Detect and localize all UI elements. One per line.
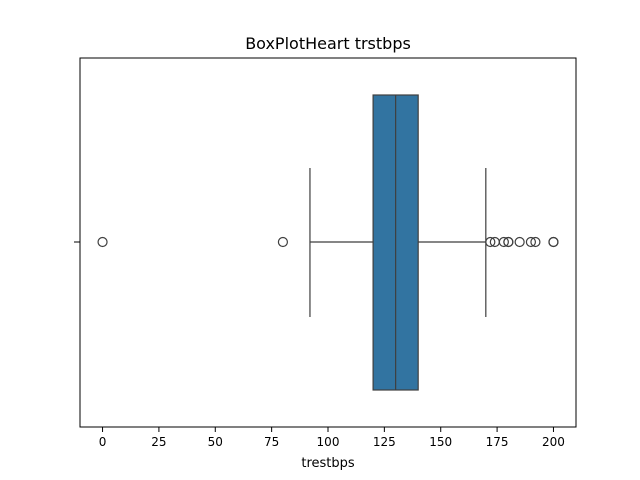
x-tick-label: 50 <box>208 435 223 449</box>
x-tick-label: 150 <box>429 435 452 449</box>
outlier-point <box>530 236 541 248</box>
x-tick-label: 75 <box>264 435 279 449</box>
x-tick-label: 175 <box>486 435 509 449</box>
plot-area <box>97 94 559 391</box>
x-tick-label: 25 <box>151 435 166 449</box>
outlier-point <box>548 236 559 248</box>
x-tick-label: 125 <box>373 435 396 449</box>
outlier-point <box>525 236 537 248</box>
chart-title: BoxPlotHeart trstbps <box>245 34 411 53</box>
outlier-point <box>277 236 289 248</box>
outlier-point <box>97 236 108 248</box>
outlier-point <box>503 236 514 248</box>
outlier-point <box>498 236 509 248</box>
x-tick-label: 100 <box>317 435 340 449</box>
outlier-point <box>485 236 496 248</box>
x-axis-label: trestbps <box>301 456 355 471</box>
x-axis-ticks: 0 25 50 75 100 125 150 175 200 <box>99 427 565 449</box>
outlier-point <box>514 236 525 248</box>
x-tick-label: 0 <box>99 435 107 449</box>
x-tick-label: 200 <box>542 435 565 449</box>
